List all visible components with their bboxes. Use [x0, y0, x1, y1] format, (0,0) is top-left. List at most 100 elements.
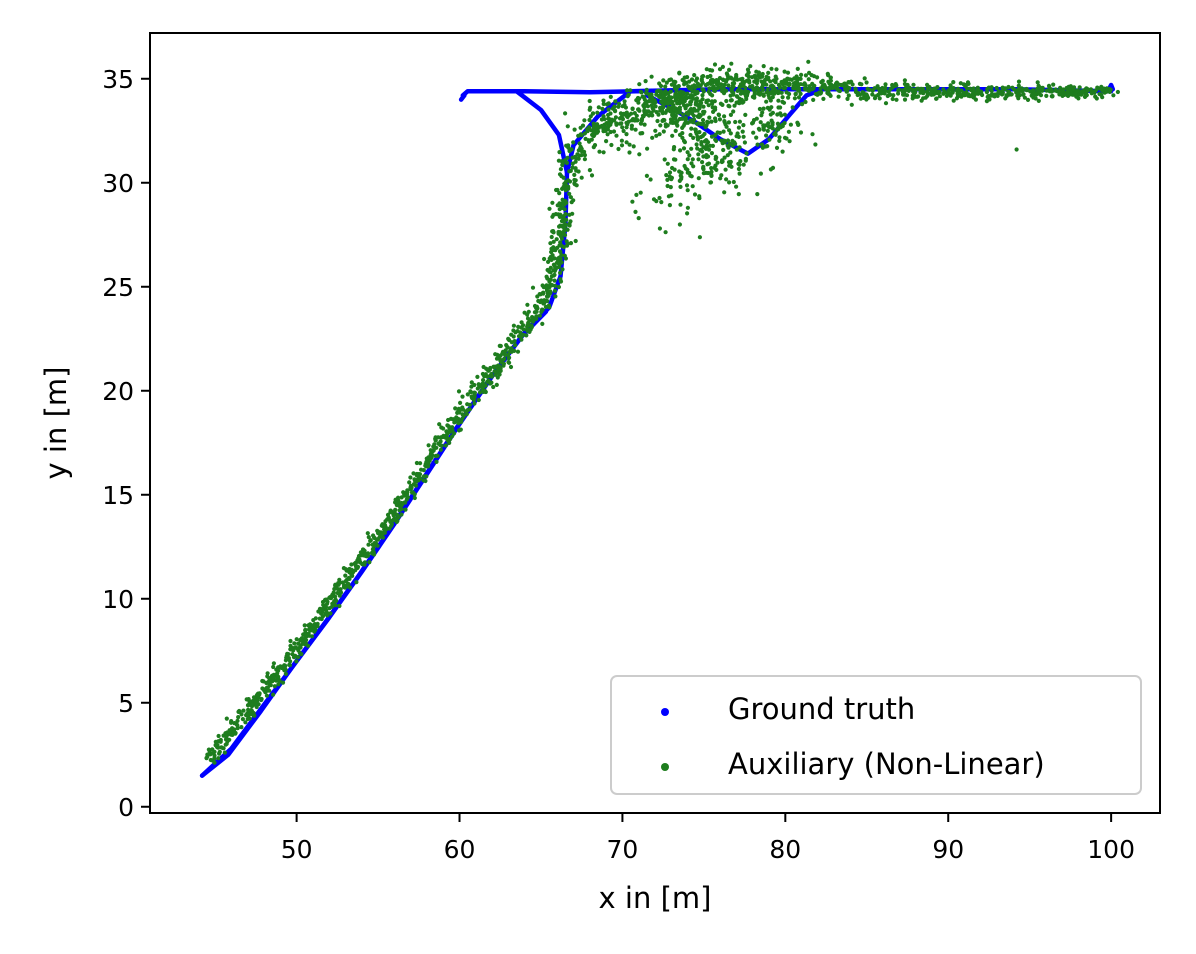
- auxiliary-point: [741, 83, 746, 88]
- auxiliary-point: [691, 135, 696, 140]
- auxiliary-point: [658, 123, 663, 128]
- auxiliary-point: [461, 413, 466, 419]
- auxiliary-point: [666, 105, 671, 110]
- auxiliary-point: [243, 720, 248, 725]
- auxiliary-point: [349, 562, 354, 567]
- legend: Ground truth Auxiliary (Non-Linear): [610, 675, 1142, 795]
- auxiliary-point: [754, 135, 759, 140]
- auxiliary-point: [667, 170, 673, 175]
- auxiliary-point: [641, 114, 646, 119]
- auxiliary-point: [742, 80, 747, 85]
- auxiliary-point: [595, 110, 600, 115]
- auxiliary-point: [832, 83, 837, 88]
- auxiliary-point: [853, 86, 858, 91]
- auxiliary-point: [678, 173, 683, 178]
- auxiliary-point: [489, 374, 494, 379]
- auxiliary-point: [542, 298, 547, 303]
- auxiliary-point: [549, 257, 554, 262]
- auxiliary-point: [637, 82, 642, 87]
- auxiliary-point: [426, 443, 431, 448]
- auxiliary-point: [872, 96, 878, 101]
- auxiliary-point: [421, 468, 426, 473]
- auxiliary-point: [913, 90, 918, 95]
- auxiliary-point: [582, 149, 587, 154]
- auxiliary-point: [1093, 88, 1099, 93]
- auxiliary-point: [337, 603, 342, 609]
- auxiliary-point: [557, 231, 562, 236]
- auxiliary-point: [325, 601, 330, 606]
- auxiliary-point: [225, 739, 230, 744]
- auxiliary-point: [227, 728, 232, 733]
- auxiliary-point: [699, 78, 704, 83]
- auxiliary-point: [1040, 88, 1045, 93]
- auxiliary-point: [766, 70, 771, 75]
- auxiliary-point: [670, 133, 675, 138]
- auxiliary-point: [425, 464, 431, 469]
- auxiliary-point: [644, 173, 650, 178]
- auxiliary-point: [636, 107, 641, 112]
- auxiliary-point: [623, 105, 629, 110]
- auxiliary-point: [399, 495, 404, 500]
- auxiliary-point: [663, 84, 668, 89]
- auxiliary-point: [343, 578, 348, 584]
- auxiliary-point: [438, 442, 443, 448]
- auxiliary-point: [676, 84, 681, 89]
- x-axis: 50 60 70 80 90 100: [281, 813, 1135, 864]
- auxiliary-point: [741, 162, 746, 167]
- auxiliary-point: [797, 86, 802, 91]
- auxiliary-point: [564, 200, 569, 205]
- auxiliary-point: [722, 119, 727, 124]
- auxiliary-point: [513, 343, 518, 348]
- auxiliary-point: [412, 492, 417, 497]
- auxiliary-point: [668, 99, 674, 104]
- auxiliary-point: [971, 86, 976, 91]
- auxiliary-point: [500, 349, 506, 354]
- auxiliary-point: [650, 135, 655, 140]
- auxiliary-point: [403, 507, 408, 512]
- auxiliary-point: [728, 150, 733, 155]
- auxiliary-point: [287, 662, 292, 668]
- auxiliary-point: [642, 122, 647, 127]
- auxiliary-point: [213, 743, 218, 748]
- auxiliary-point: [761, 106, 766, 111]
- auxiliary-point: [649, 103, 654, 108]
- auxiliary-point: [807, 84, 812, 89]
- auxiliary-point: [552, 288, 558, 293]
- auxiliary-point: [674, 88, 679, 93]
- auxiliary-point: [735, 131, 740, 136]
- auxiliary-point: [877, 96, 882, 101]
- auxiliary-point: [393, 500, 398, 505]
- auxiliary-point: [1004, 94, 1009, 99]
- auxiliary-point: [758, 90, 763, 95]
- auxiliary-point: [893, 82, 898, 87]
- auxiliary-point: [372, 552, 377, 557]
- auxiliary-point: [703, 124, 708, 129]
- auxiliary-point: [896, 91, 901, 96]
- auxiliary-point: [597, 149, 602, 154]
- auxiliary-point: [551, 245, 556, 250]
- auxiliary-point: [320, 599, 326, 605]
- auxiliary-point: [765, 128, 770, 133]
- auxiliary-point: [613, 99, 618, 104]
- auxiliary-point: [587, 117, 592, 123]
- auxiliary-point: [396, 498, 401, 503]
- auxiliary-point: [328, 611, 333, 616]
- auxiliary-point: [711, 84, 716, 89]
- auxiliary-point: [205, 752, 210, 757]
- auxiliary-point: [728, 98, 734, 103]
- auxiliary-point: [672, 107, 677, 112]
- auxiliary-point: [224, 716, 229, 721]
- auxiliary-point: [526, 309, 531, 314]
- auxiliary-point: [971, 93, 976, 98]
- auxiliary-point: [821, 96, 826, 101]
- auxiliary-point: [649, 74, 654, 79]
- auxiliary-point: [720, 77, 726, 82]
- auxiliary-point: [806, 77, 811, 82]
- auxiliary-point: [630, 199, 635, 204]
- auxiliary-point: [864, 80, 869, 85]
- auxiliary-point: [585, 129, 590, 134]
- auxiliary-point: [506, 336, 511, 341]
- auxiliary-point: [1097, 91, 1102, 97]
- auxiliary-point: [670, 113, 675, 118]
- auxiliary-point: [253, 700, 258, 705]
